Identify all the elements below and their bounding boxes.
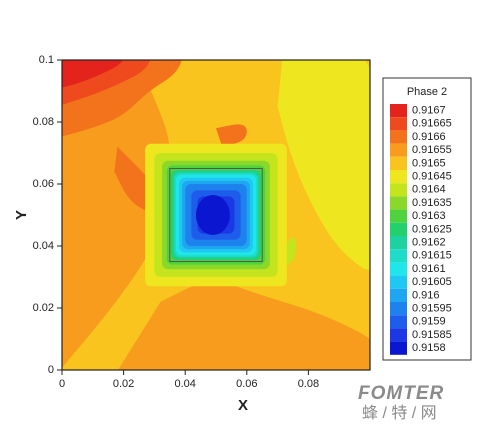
x-tick-label: 0.06 bbox=[236, 378, 257, 390]
legend-swatch bbox=[390, 130, 407, 144]
contour-region bbox=[277, 60, 370, 270]
legend-swatch bbox=[390, 104, 407, 118]
legend-label: 0.91585 bbox=[412, 329, 452, 341]
plot-frame bbox=[61, 59, 371, 371]
y-tick-label: 0.06 bbox=[33, 178, 54, 190]
legend-label: 0.91595 bbox=[412, 303, 452, 315]
legend-swatch bbox=[390, 117, 407, 131]
legend-swatch bbox=[390, 341, 407, 355]
legend-label: 0.91615 bbox=[412, 250, 452, 262]
legend-label: 0.91625 bbox=[412, 223, 452, 235]
watermark-brand: FOMTER bbox=[358, 383, 444, 404]
y-tick-label: 0.08 bbox=[33, 116, 54, 128]
legend-label: 0.9166 bbox=[412, 131, 446, 143]
legend-swatch bbox=[390, 156, 407, 170]
contour-region bbox=[117, 282, 370, 370]
legend-swatch bbox=[390, 222, 407, 236]
legend-swatch bbox=[390, 236, 407, 250]
legend-swatch bbox=[390, 170, 407, 184]
y-axis-title: Y bbox=[13, 210, 30, 220]
legend-swatch bbox=[390, 288, 407, 302]
x-tick-label: 0.04 bbox=[174, 378, 195, 390]
legend-label: 0.9159 bbox=[412, 316, 446, 328]
legend-label: 0.9163 bbox=[412, 210, 446, 222]
legend-label: 0.91655 bbox=[412, 144, 452, 156]
legend-swatch bbox=[390, 196, 407, 210]
legend-label: 0.91645 bbox=[412, 171, 452, 183]
legend-label: 0.9164 bbox=[412, 184, 446, 196]
legend-label: 0.91665 bbox=[412, 118, 452, 130]
contour-region bbox=[195, 195, 230, 235]
legend-swatch bbox=[390, 249, 407, 263]
legend-swatch bbox=[390, 262, 407, 276]
legend-title: Phase 2 bbox=[407, 86, 447, 98]
x-tick-label: 0.08 bbox=[298, 378, 319, 390]
inner-square bbox=[169, 168, 263, 262]
contour-field bbox=[62, 60, 370, 370]
legend-label: 0.9158 bbox=[412, 342, 446, 354]
legend-swatch bbox=[390, 143, 407, 157]
contour-region bbox=[216, 124, 247, 147]
legend-label: 0.9167 bbox=[412, 105, 446, 117]
legend-label: 0.916 bbox=[412, 289, 440, 301]
y-tick-label: 0 bbox=[48, 364, 54, 376]
x-tick-label: 0 bbox=[59, 378, 65, 390]
legend-swatch bbox=[390, 209, 407, 223]
legend-swatch bbox=[390, 315, 407, 329]
x-axis-title: X bbox=[238, 397, 248, 414]
legend-swatch bbox=[390, 183, 407, 197]
x-tick-label: 0.02 bbox=[113, 378, 134, 390]
legend-swatch bbox=[390, 302, 407, 316]
legend-label: 0.9162 bbox=[412, 237, 446, 249]
y-tick-label: 0.1 bbox=[39, 54, 54, 66]
legend-label: 0.9161 bbox=[412, 263, 446, 275]
watermark-site: 蜂 / 特 / 网 bbox=[362, 404, 437, 422]
contour-region bbox=[62, 60, 124, 88]
y-tick-label: 0.02 bbox=[33, 302, 54, 314]
legend-swatch bbox=[390, 275, 407, 289]
contour-region bbox=[62, 60, 170, 368]
y-tick-label: 0.04 bbox=[33, 240, 54, 252]
legend-label: 0.9165 bbox=[412, 157, 446, 169]
legend-label: 0.91605 bbox=[412, 276, 452, 288]
legend-label: 0.91635 bbox=[412, 197, 452, 209]
legend-swatch bbox=[390, 328, 407, 342]
